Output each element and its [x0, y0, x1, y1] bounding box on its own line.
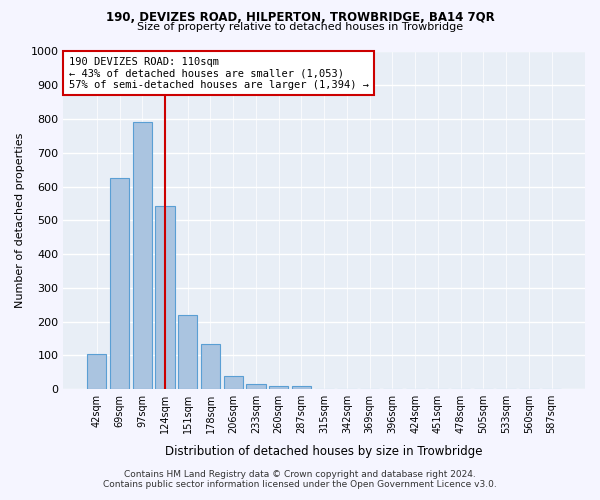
Text: Contains HM Land Registry data © Crown copyright and database right 2024.
Contai: Contains HM Land Registry data © Crown c… — [103, 470, 497, 489]
Bar — [224, 376, 243, 389]
Y-axis label: Number of detached properties: Number of detached properties — [15, 132, 25, 308]
Bar — [155, 206, 175, 389]
Text: 190, DEVIZES ROAD, HILPERTON, TROWBRIDGE, BA14 7QR: 190, DEVIZES ROAD, HILPERTON, TROWBRIDGE… — [106, 11, 494, 24]
Bar — [87, 354, 106, 389]
Bar — [110, 178, 129, 389]
Bar — [247, 384, 266, 389]
Bar — [178, 315, 197, 389]
X-axis label: Distribution of detached houses by size in Trowbridge: Distribution of detached houses by size … — [166, 444, 483, 458]
Bar — [292, 386, 311, 389]
Text: 190 DEVIZES ROAD: 110sqm
← 43% of detached houses are smaller (1,053)
57% of sem: 190 DEVIZES ROAD: 110sqm ← 43% of detach… — [68, 56, 368, 90]
Text: Size of property relative to detached houses in Trowbridge: Size of property relative to detached ho… — [137, 22, 463, 32]
Bar — [201, 344, 220, 389]
Bar — [269, 386, 289, 389]
Bar — [133, 122, 152, 389]
